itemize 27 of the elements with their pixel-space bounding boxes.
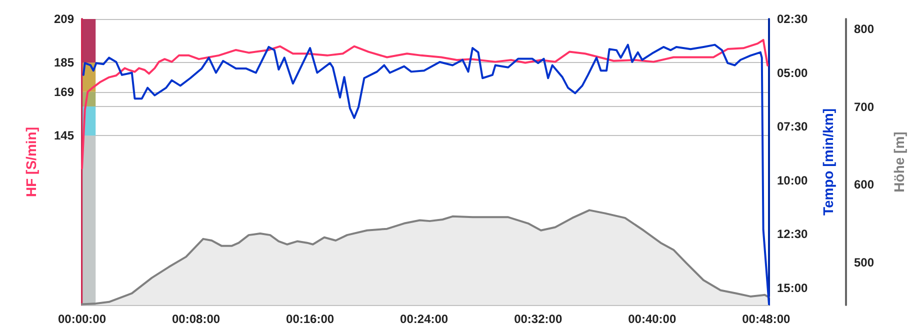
y-axis-title: HF [S/min] [23, 127, 39, 197]
y-tick-label: 169 [54, 84, 74, 99]
y2-tick-label: 15:00 [777, 280, 808, 295]
bar [82, 19, 96, 63]
y3-tick-label: 700 [854, 100, 874, 114]
y-tick-label: 209 [54, 12, 74, 26]
y2-tick-label: 02:30 [777, 12, 808, 26]
y2-tick-label: 12:30 [777, 227, 808, 242]
y2-tick-label: 10:00 [777, 173, 808, 188]
y2-tick-label: 07:30 [777, 120, 808, 134]
x-tick-label: 00:08:00 [172, 312, 220, 326]
x-tick-label: 00:40:00 [628, 312, 676, 326]
y2-axis-title: Tempo [min/km] [820, 108, 836, 216]
y3-tick-label: 500 [854, 255, 874, 270]
y3-tick-label: 800 [854, 22, 874, 36]
x-tick-label: 00:24:00 [400, 312, 448, 326]
x-tick-label: 00:32:00 [514, 312, 562, 326]
y-tick-label: 145 [54, 128, 74, 143]
y2-tick-label: 05:00 [777, 66, 808, 80]
line-series [82, 44, 770, 305]
y-tick-label: 185 [54, 56, 74, 70]
y3-tick-label: 600 [854, 178, 874, 192]
x-tick-label: 00:16:00 [286, 312, 334, 326]
line-series [81, 38, 769, 170]
y3-axis-title: Höhe [m] [891, 132, 907, 192]
x-tick-label: 00:48:00 [742, 312, 790, 326]
x-tick-label: 00:00:00 [58, 312, 106, 326]
